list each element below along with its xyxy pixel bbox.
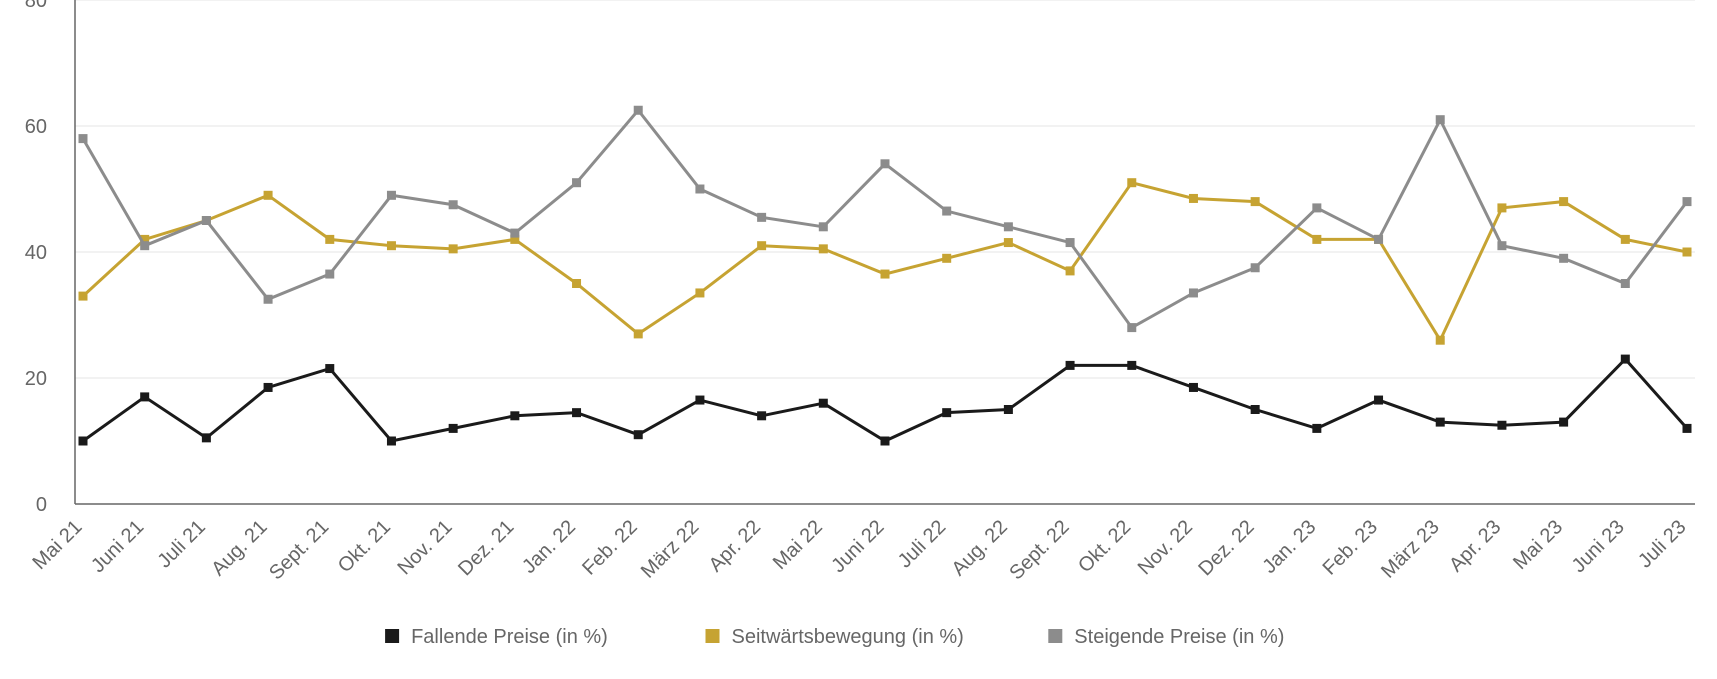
series-marker [1004,238,1013,247]
series-marker [572,178,581,187]
series-marker [1251,405,1260,414]
series-marker [1127,178,1136,187]
series-marker [1251,263,1260,272]
series-marker [1066,361,1075,370]
series-marker [1497,241,1506,250]
y-tick-label: 60 [25,116,47,138]
chart-svg: 020406080Mai 21Juni 21Juli 21Aug. 21Sept… [0,0,1717,679]
series-marker [1004,405,1013,414]
series-marker [1683,424,1692,433]
series-marker [1189,194,1198,203]
series-marker [1559,197,1568,206]
series-marker [634,430,643,439]
series-marker [1312,203,1321,212]
series-marker [572,279,581,288]
series-marker [510,411,519,420]
legend-label: Steigende Preise (in %) [1074,626,1284,648]
series-marker [942,254,951,263]
series-marker [695,396,704,405]
series-marker [140,241,149,250]
price-trend-chart: 020406080Mai 21Juni 21Juli 21Aug. 21Sept… [0,0,1717,679]
series-marker [1436,418,1445,427]
series-marker [1621,355,1630,364]
series-marker [264,295,273,304]
series-marker [881,437,890,446]
series-marker [757,213,766,222]
series-marker [387,241,396,250]
legend-label: Fallende Preise (in %) [411,626,608,648]
y-tick-label: 0 [36,494,47,516]
series-marker [942,207,951,216]
series-marker [1189,288,1198,297]
series-marker [510,229,519,238]
y-tick-label: 20 [25,368,47,390]
series-marker [79,134,88,143]
series-marker [819,222,828,231]
series-marker [449,200,458,209]
series-marker [695,288,704,297]
series-marker [1251,197,1260,206]
series-marker [264,383,273,392]
series-marker [1497,203,1506,212]
series-marker [387,437,396,446]
series-marker [1683,197,1692,206]
series-marker [1004,222,1013,231]
series-marker [1312,424,1321,433]
series-marker [1683,248,1692,257]
series-marker [819,399,828,408]
series-marker [264,191,273,200]
legend-marker [385,629,399,643]
legend-marker [1048,629,1062,643]
series-marker [1312,235,1321,244]
y-tick-label: 80 [25,0,47,12]
chart-background [0,0,1717,679]
series-marker [881,159,890,168]
series-marker [942,408,951,417]
series-marker [325,270,334,279]
series-marker [79,292,88,301]
series-marker [1189,383,1198,392]
series-marker [881,270,890,279]
series-marker [757,241,766,250]
series-marker [1559,254,1568,263]
series-marker [1066,238,1075,247]
series-marker [695,185,704,194]
series-marker [449,424,458,433]
series-marker [325,364,334,373]
series-marker [1127,361,1136,370]
series-marker [202,216,211,225]
series-marker [202,433,211,442]
series-marker [1559,418,1568,427]
series-marker [1497,421,1506,430]
series-marker [572,408,581,417]
series-marker [634,329,643,338]
series-marker [1621,235,1630,244]
series-marker [1621,279,1630,288]
series-marker [1374,235,1383,244]
y-tick-label: 40 [25,242,47,264]
series-marker [757,411,766,420]
series-marker [387,191,396,200]
legend-label: Seitwärtsbewegung (in %) [732,626,964,648]
series-marker [325,235,334,244]
series-marker [140,392,149,401]
legend-marker [706,629,720,643]
series-marker [1374,396,1383,405]
series-marker [819,244,828,253]
series-marker [449,244,458,253]
series-marker [634,106,643,115]
series-marker [1436,115,1445,124]
series-marker [1436,336,1445,345]
series-marker [1066,266,1075,275]
series-marker [1127,323,1136,332]
series-marker [79,437,88,446]
